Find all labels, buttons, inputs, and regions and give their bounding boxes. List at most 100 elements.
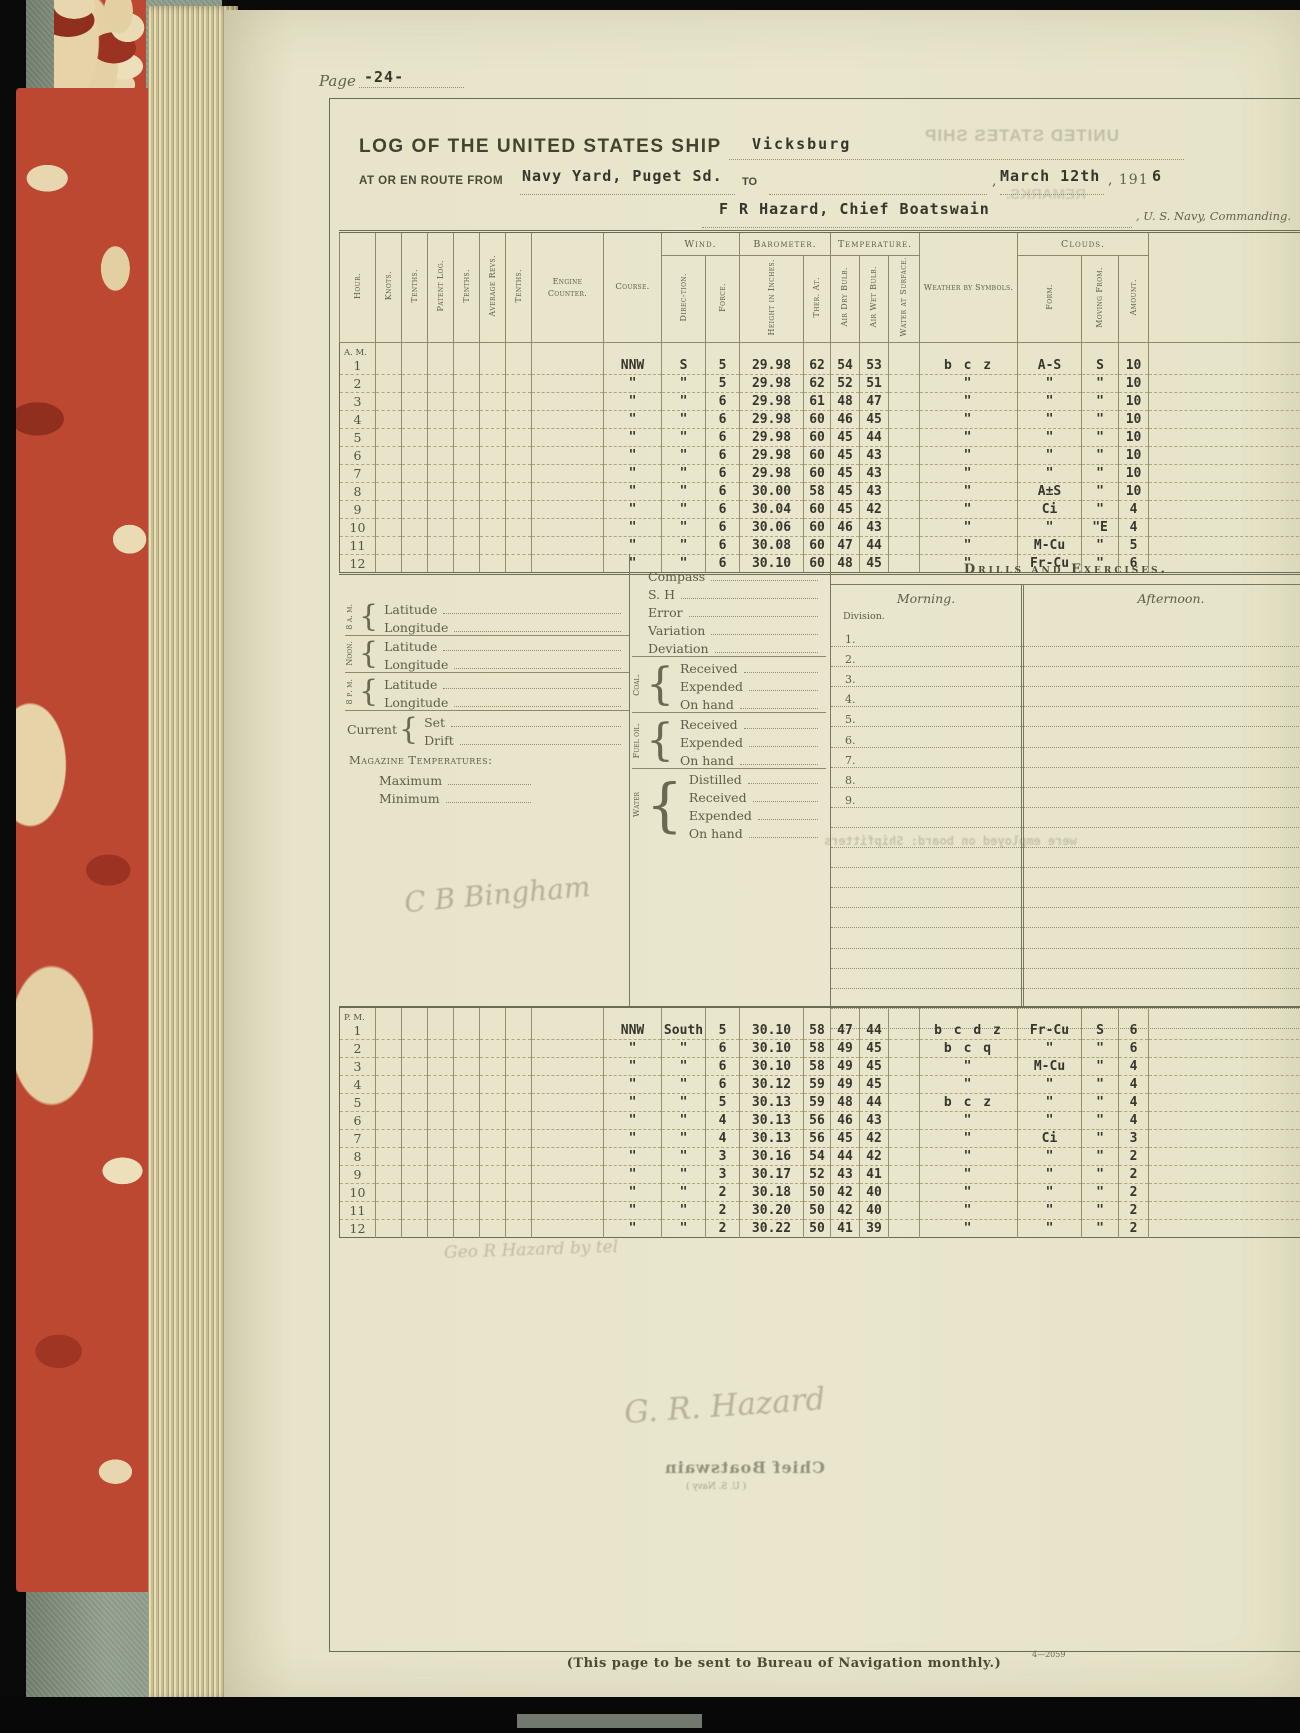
blank-cell	[505, 1007, 532, 1040]
height-cell: 30.06	[739, 518, 804, 537]
moving-cell: S	[1081, 1007, 1119, 1040]
division-number: 5.	[845, 713, 856, 727]
force-cell: 6	[704, 428, 740, 447]
amount-cell: 10	[1118, 428, 1149, 447]
force-cell: 6	[704, 554, 740, 574]
ther-cell: 52	[803, 1165, 831, 1184]
height-cell: 30.20	[739, 1201, 804, 1220]
course-cell: "	[603, 518, 662, 537]
direction-cell: "	[661, 410, 706, 429]
blank-cell	[453, 342, 480, 375]
ther-cell: 60	[803, 428, 831, 447]
form-cell: "	[1017, 1039, 1082, 1058]
blank-cell	[427, 342, 454, 375]
blank-cell	[401, 374, 428, 393]
col-average-revs: Average Revs.	[479, 231, 506, 343]
fuel-oil-block: Fuel oil. { Received Expended On hand	[632, 712, 826, 769]
wet-cell: 41	[859, 1165, 889, 1184]
variation-label: Variation	[648, 623, 706, 638]
blank-cell	[375, 1147, 402, 1166]
height-cell: 30.13	[739, 1093, 804, 1112]
hour-cell: 5	[339, 1093, 376, 1112]
position-noon: Noon. { Latitude Longitude	[345, 635, 629, 673]
ship-name: Vicksburg	[752, 135, 852, 153]
dry-cell: 43	[830, 1165, 860, 1184]
weather-cell: b c z	[919, 342, 1018, 375]
ther-cell: 60	[803, 410, 831, 429]
height-cell: 29.98	[739, 428, 804, 447]
amount-cell: 6	[1118, 554, 1149, 574]
blank-cell	[479, 536, 506, 555]
blank-cell	[479, 1007, 506, 1040]
wet-cell: 40	[859, 1201, 889, 1220]
col-knots: Knots.	[375, 231, 402, 343]
marbled-cover-top	[54, 0, 146, 92]
dry-cell: 49	[830, 1039, 860, 1058]
hour-cell: 2	[339, 1039, 376, 1058]
log-row: 3 " " 6 29.98 61 48 47 " " " 10	[339, 392, 1300, 411]
weather-cell: "	[919, 1219, 1018, 1238]
fuel-oil-label: Fuel oil.	[632, 723, 641, 759]
water-cell	[888, 410, 920, 429]
bureau-note: (This page to be sent to Bureau of Navig…	[566, 1656, 1002, 1671]
direction-cell: S	[661, 342, 706, 375]
blank-cell	[401, 1165, 428, 1184]
wet-cell: 43	[859, 518, 889, 537]
blank-cell	[505, 536, 532, 555]
wet-cell: 45	[859, 410, 889, 429]
log-row: A. M. 1 NNW S 5 29.98 62 54 53 b c z A-S S 10	[339, 342, 1300, 375]
date-line	[1000, 193, 1104, 195]
cut-cell	[1148, 446, 1300, 465]
blank-cell	[505, 1075, 532, 1094]
water-cell	[888, 446, 920, 465]
course-cell: "	[603, 1147, 662, 1166]
hour-cell: 7	[339, 1129, 376, 1148]
course-cell: "	[603, 1093, 662, 1112]
course-cell: "	[603, 482, 662, 501]
height-cell: 29.98	[739, 374, 804, 393]
amount-cell: 2	[1118, 1219, 1149, 1238]
drill-row: 8.	[831, 768, 1300, 788]
direction-cell: "	[661, 1165, 706, 1184]
cut-cell	[1148, 1147, 1300, 1166]
cut-cell	[1148, 342, 1300, 375]
col-ther-at: Ther. At.	[803, 255, 831, 343]
log-row: 3 " " 6 30.10 58 49 45 " M-Cu " 4	[339, 1057, 1300, 1076]
blank-cell	[375, 1039, 402, 1058]
hour-cell: 4	[339, 410, 376, 429]
form-cell: A-S	[1017, 342, 1082, 375]
course-cell: "	[603, 1165, 662, 1184]
blank-cell	[479, 464, 506, 483]
blank-cell	[401, 1093, 428, 1112]
force-cell: 3	[705, 1165, 740, 1184]
drill-row: 4.	[831, 687, 1300, 708]
moving-cell: "	[1081, 392, 1119, 411]
cut-cell	[1148, 1201, 1300, 1220]
height-cell: 29.98	[739, 342, 804, 375]
force-cell: 6	[704, 446, 740, 465]
brace: {	[646, 659, 674, 710]
blank-cell	[401, 1219, 428, 1238]
label-8am: 8 a. m.	[345, 603, 354, 630]
log-row: 11 " " 6 30.08 60 47 44 " M-Cu " 5	[339, 536, 1300, 555]
blank-cell	[427, 500, 454, 519]
dry-cell: 45	[830, 446, 860, 465]
weather-cell: "	[919, 428, 1018, 447]
log-row: 9 " " 3 30.17 52 43 41 " " " 2	[339, 1165, 1300, 1184]
brace: {	[359, 598, 379, 634]
blank-cell	[401, 410, 428, 429]
form-cell: "	[1017, 1093, 1082, 1112]
blank-cell	[453, 1165, 480, 1184]
force-cell: 5	[705, 1007, 740, 1040]
dry-cell: 49	[830, 1075, 860, 1094]
blank-cell	[427, 1007, 454, 1040]
group-temperature: Temperature.	[830, 231, 920, 256]
blank-cell	[427, 446, 454, 465]
amount-cell: 2	[1118, 1201, 1149, 1220]
hour-cell: 10	[339, 518, 376, 537]
water-cell	[888, 500, 920, 519]
wet-cell: 45	[859, 554, 889, 574]
weather-cell: "	[919, 1075, 1018, 1094]
blank-cell	[531, 428, 604, 447]
direction-cell: "	[661, 536, 706, 555]
